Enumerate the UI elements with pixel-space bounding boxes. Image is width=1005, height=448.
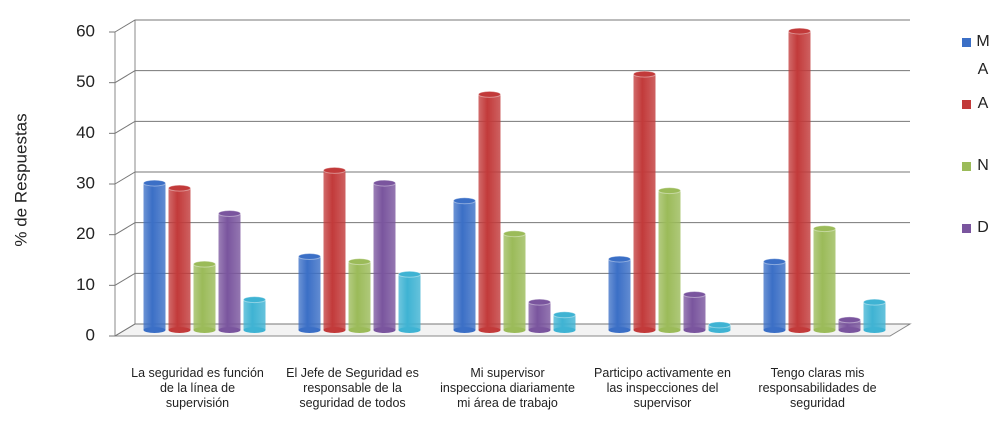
bar — [788, 31, 811, 331]
bar — [243, 299, 266, 330]
bar-top — [298, 253, 321, 261]
x-tick-label: La seguridad es función de la línea de s… — [131, 366, 264, 410]
bar — [608, 259, 631, 330]
bar-top — [243, 296, 266, 304]
y-tick-label: 40 — [76, 123, 95, 142]
bar-top — [503, 230, 526, 238]
bar-top — [193, 260, 216, 268]
y-tick-label: 20 — [76, 224, 95, 243]
bar — [373, 183, 396, 330]
bar — [453, 200, 476, 330]
bar — [553, 314, 576, 330]
bar-top — [683, 291, 706, 299]
x-tick-label: Tengo claras mis responsabilidades de se… — [758, 366, 877, 410]
bar-top — [478, 90, 501, 98]
bar — [813, 228, 836, 330]
bar-top — [143, 179, 166, 187]
bar — [658, 190, 681, 330]
bar-top — [323, 166, 346, 174]
bar — [143, 183, 166, 330]
bar — [478, 94, 501, 331]
bar — [323, 170, 346, 330]
y-tick-label: 50 — [76, 72, 95, 91]
bar — [168, 188, 191, 330]
bar-top — [528, 298, 551, 306]
bar-top — [813, 225, 836, 233]
bar — [503, 233, 526, 330]
bar-top — [218, 209, 241, 217]
bar-top — [168, 184, 191, 192]
legend-label: D — [977, 219, 989, 236]
legend-swatch — [962, 224, 971, 233]
grid-line — [114, 19, 910, 33]
bar — [683, 294, 706, 330]
legend-label: A — [977, 95, 989, 112]
legend-label: MA — [976, 33, 990, 78]
bar-top — [763, 258, 786, 266]
bar — [838, 319, 861, 330]
bar-top — [658, 187, 681, 195]
bar — [298, 256, 321, 330]
bar — [528, 302, 551, 330]
bar-top — [863, 298, 886, 306]
bar-top — [348, 258, 371, 266]
bar — [633, 74, 656, 330]
bar — [348, 261, 371, 330]
legend-label: N — [977, 157, 989, 174]
legend-swatch — [962, 38, 971, 47]
x-tick-label: El Jefe de Seguridad es responsable de l… — [286, 366, 419, 410]
bar-top — [608, 255, 631, 263]
bar — [218, 213, 241, 330]
bar-top — [373, 179, 396, 187]
y-tick-label: 0 — [86, 325, 95, 344]
grid-line — [114, 70, 910, 84]
bar — [193, 264, 216, 330]
bar — [863, 302, 886, 330]
y-tick-label: 60 — [76, 21, 95, 40]
bar-top — [553, 311, 576, 319]
x-tick-label: Mi supervisor inspecciona diariamente mi… — [440, 366, 575, 410]
x-tick-label: Participo activamente en las inspeccione… — [594, 366, 731, 410]
legend-swatch — [962, 162, 971, 171]
bar — [763, 261, 786, 330]
bar-top — [633, 70, 656, 78]
y-tick-label: 10 — [76, 275, 95, 294]
bar — [398, 274, 421, 330]
bar-top — [838, 316, 861, 324]
y-tick-label: 30 — [76, 173, 95, 192]
bar-top — [453, 197, 476, 205]
bar-top — [788, 27, 811, 35]
legend-swatch — [962, 100, 971, 109]
bar-top — [708, 321, 731, 329]
y-axis-label: % de Respuestas — [11, 113, 30, 246]
bar-top — [398, 270, 421, 278]
